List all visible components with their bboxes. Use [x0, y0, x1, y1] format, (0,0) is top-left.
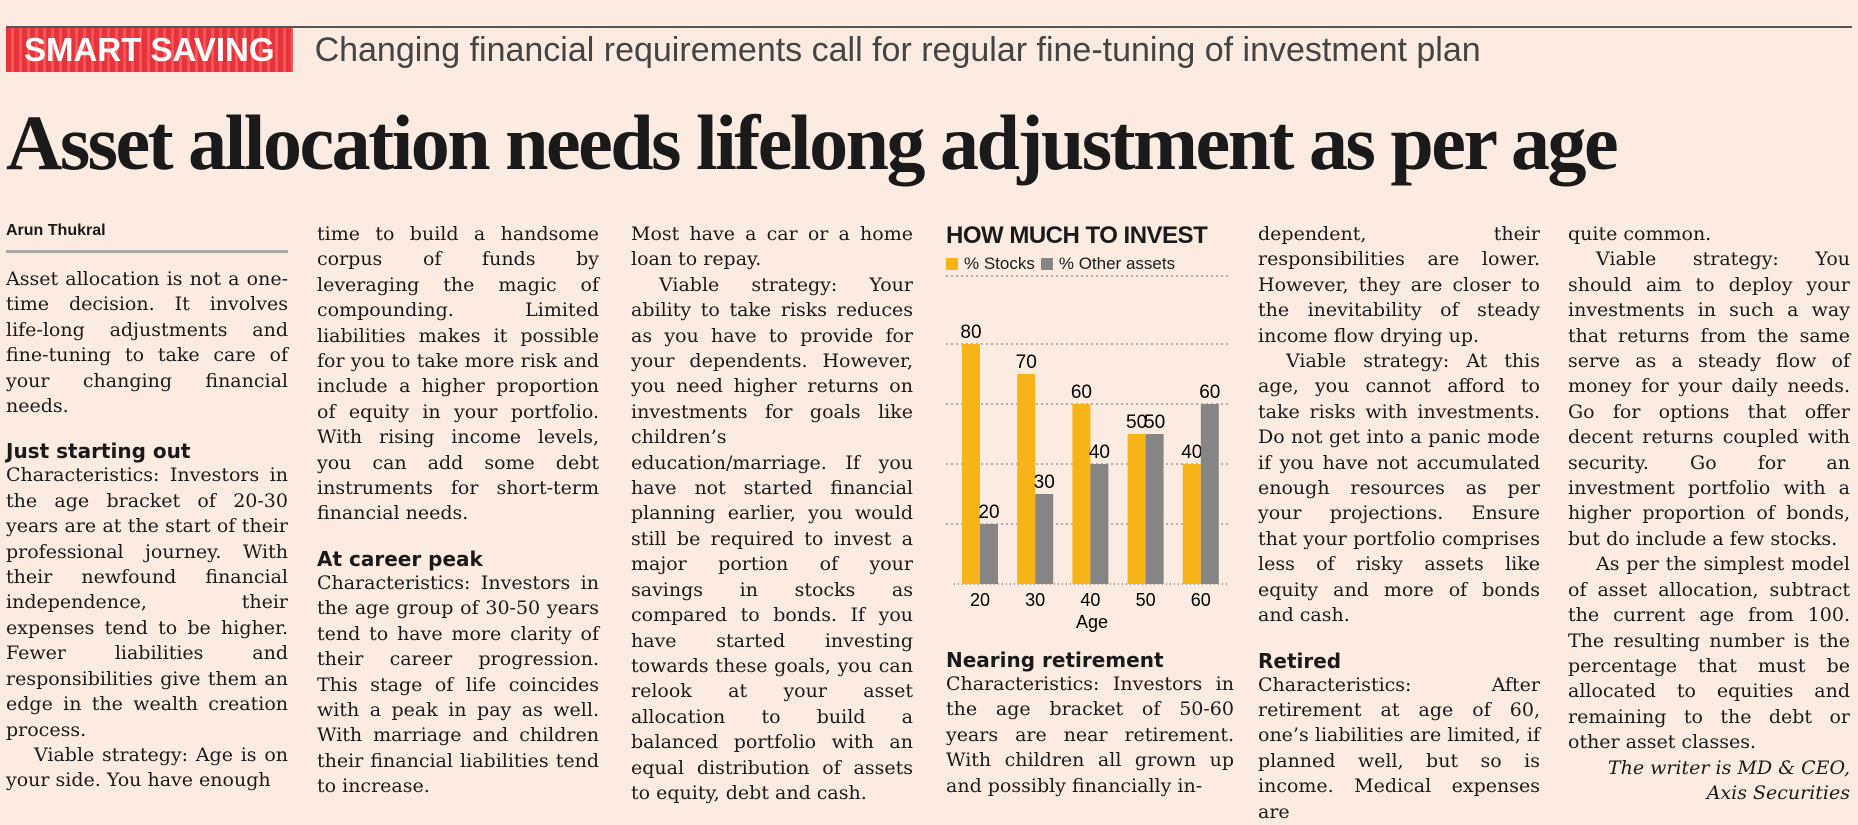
data-label: 60: [1199, 382, 1220, 403]
data-label: 20: [978, 502, 999, 523]
column-5: dependent, their responsibilities are lo…: [1258, 222, 1540, 825]
paragraph: Characteristics: After retirement at age…: [1258, 673, 1540, 823]
section-heading: Retired: [1258, 648, 1342, 673]
data-label: 30: [1034, 472, 1055, 493]
bar-stocks: [1182, 464, 1201, 584]
x-tick-label: 30: [1025, 590, 1045, 610]
column-2: time to build a handsome corpus of funds…: [317, 222, 599, 800]
paragraph: Most have a car or a home loan to repay.: [631, 223, 913, 271]
paragraph: Characteristics: Investors in the age br…: [6, 464, 288, 741]
legend-label-other: % Other assets: [1058, 254, 1176, 273]
writer-credit: The writer is MD & CEO,: [1607, 756, 1850, 779]
intro: Asset allocation is not a one-time decis…: [6, 268, 288, 418]
bar-stocks: [1127, 434, 1146, 584]
headline: Asset allocation needs lifelong adjustme…: [6, 99, 1619, 186]
bar-other: [1035, 494, 1054, 584]
x-tick-label: 40: [1080, 590, 1100, 610]
data-label: 40: [1181, 442, 1202, 463]
bar-stocks: [1017, 374, 1036, 584]
column-3: Most have a car or a home loan to repay.…: [631, 222, 913, 806]
paragraph: Viable strategy: At this age, you cannot…: [1258, 350, 1540, 627]
section-tag: SMART SAVING: [6, 28, 293, 72]
chart-how-much-to-invest: HOW MUCH TO INVEST % Stocks % Other asse…: [946, 222, 1234, 642]
section-heading: Nearing retirement: [946, 648, 1164, 672]
x-tick-label: 20: [970, 590, 990, 610]
paragraph: dependent, their responsibilities are lo…: [1258, 223, 1540, 347]
paragraph: Characteristics: Investors in the age gr…: [317, 571, 599, 798]
bar-other: [1145, 434, 1164, 584]
bar-other: [980, 524, 998, 584]
legend-swatch-other: [1040, 258, 1053, 270]
paragraph: Viable strategy: Your ability to take ri…: [631, 273, 913, 804]
paragraph: time to build a handsome corpus of funds…: [317, 223, 599, 525]
data-label: 40: [1089, 442, 1110, 463]
data-label: 50: [1126, 412, 1147, 433]
byline: Arun Thukral: [6, 222, 288, 253]
section-heading: Just starting out: [6, 439, 191, 464]
x-tick-label: 50: [1136, 590, 1156, 610]
kicker-bar: SMART SAVING Changing financial requirem…: [6, 26, 1852, 72]
column-1: Arun Thukral Asset allocation is not a o…: [6, 222, 288, 794]
x-axis-label: Age: [1076, 612, 1108, 632]
column-6: quite common. Viable strategy: You shoul…: [1568, 222, 1850, 806]
bar-other: [1090, 464, 1109, 584]
writer-credit: Axis Securities: [1706, 781, 1850, 804]
column-4: Nearing retirement Characteristics: Inve…: [946, 648, 1234, 799]
paragraph: As per the simplest model of asset alloc…: [1568, 553, 1850, 754]
paragraph: Characteristics: Investors in the age br…: [946, 673, 1234, 797]
bar-other: [1200, 404, 1219, 584]
paragraph: Viable strategy: You should aim to deplo…: [1568, 248, 1850, 550]
data-label: 60: [1071, 382, 1092, 403]
data-label: 80: [960, 322, 981, 343]
subheadline: Changing financial requirements call for…: [314, 30, 1481, 69]
data-label: 50: [1144, 412, 1165, 433]
bar-stocks: [1072, 404, 1091, 584]
chart-title: HOW MUCH TO INVEST: [946, 222, 1208, 249]
section-heading: At career peak: [317, 546, 483, 571]
paragraph: quite common.: [1568, 223, 1712, 245]
data-label: 70: [1016, 352, 1037, 373]
legend-swatch-stocks: [946, 258, 958, 270]
paragraph: Viable strategy: Age is on your side. Yo…: [6, 743, 288, 792]
bar-stocks: [962, 344, 980, 584]
x-tick-label: 60: [1191, 590, 1211, 610]
legend-label-stocks: % Stocks: [964, 254, 1035, 273]
chart-legend: % Stocks % Other assets: [946, 254, 1234, 274]
